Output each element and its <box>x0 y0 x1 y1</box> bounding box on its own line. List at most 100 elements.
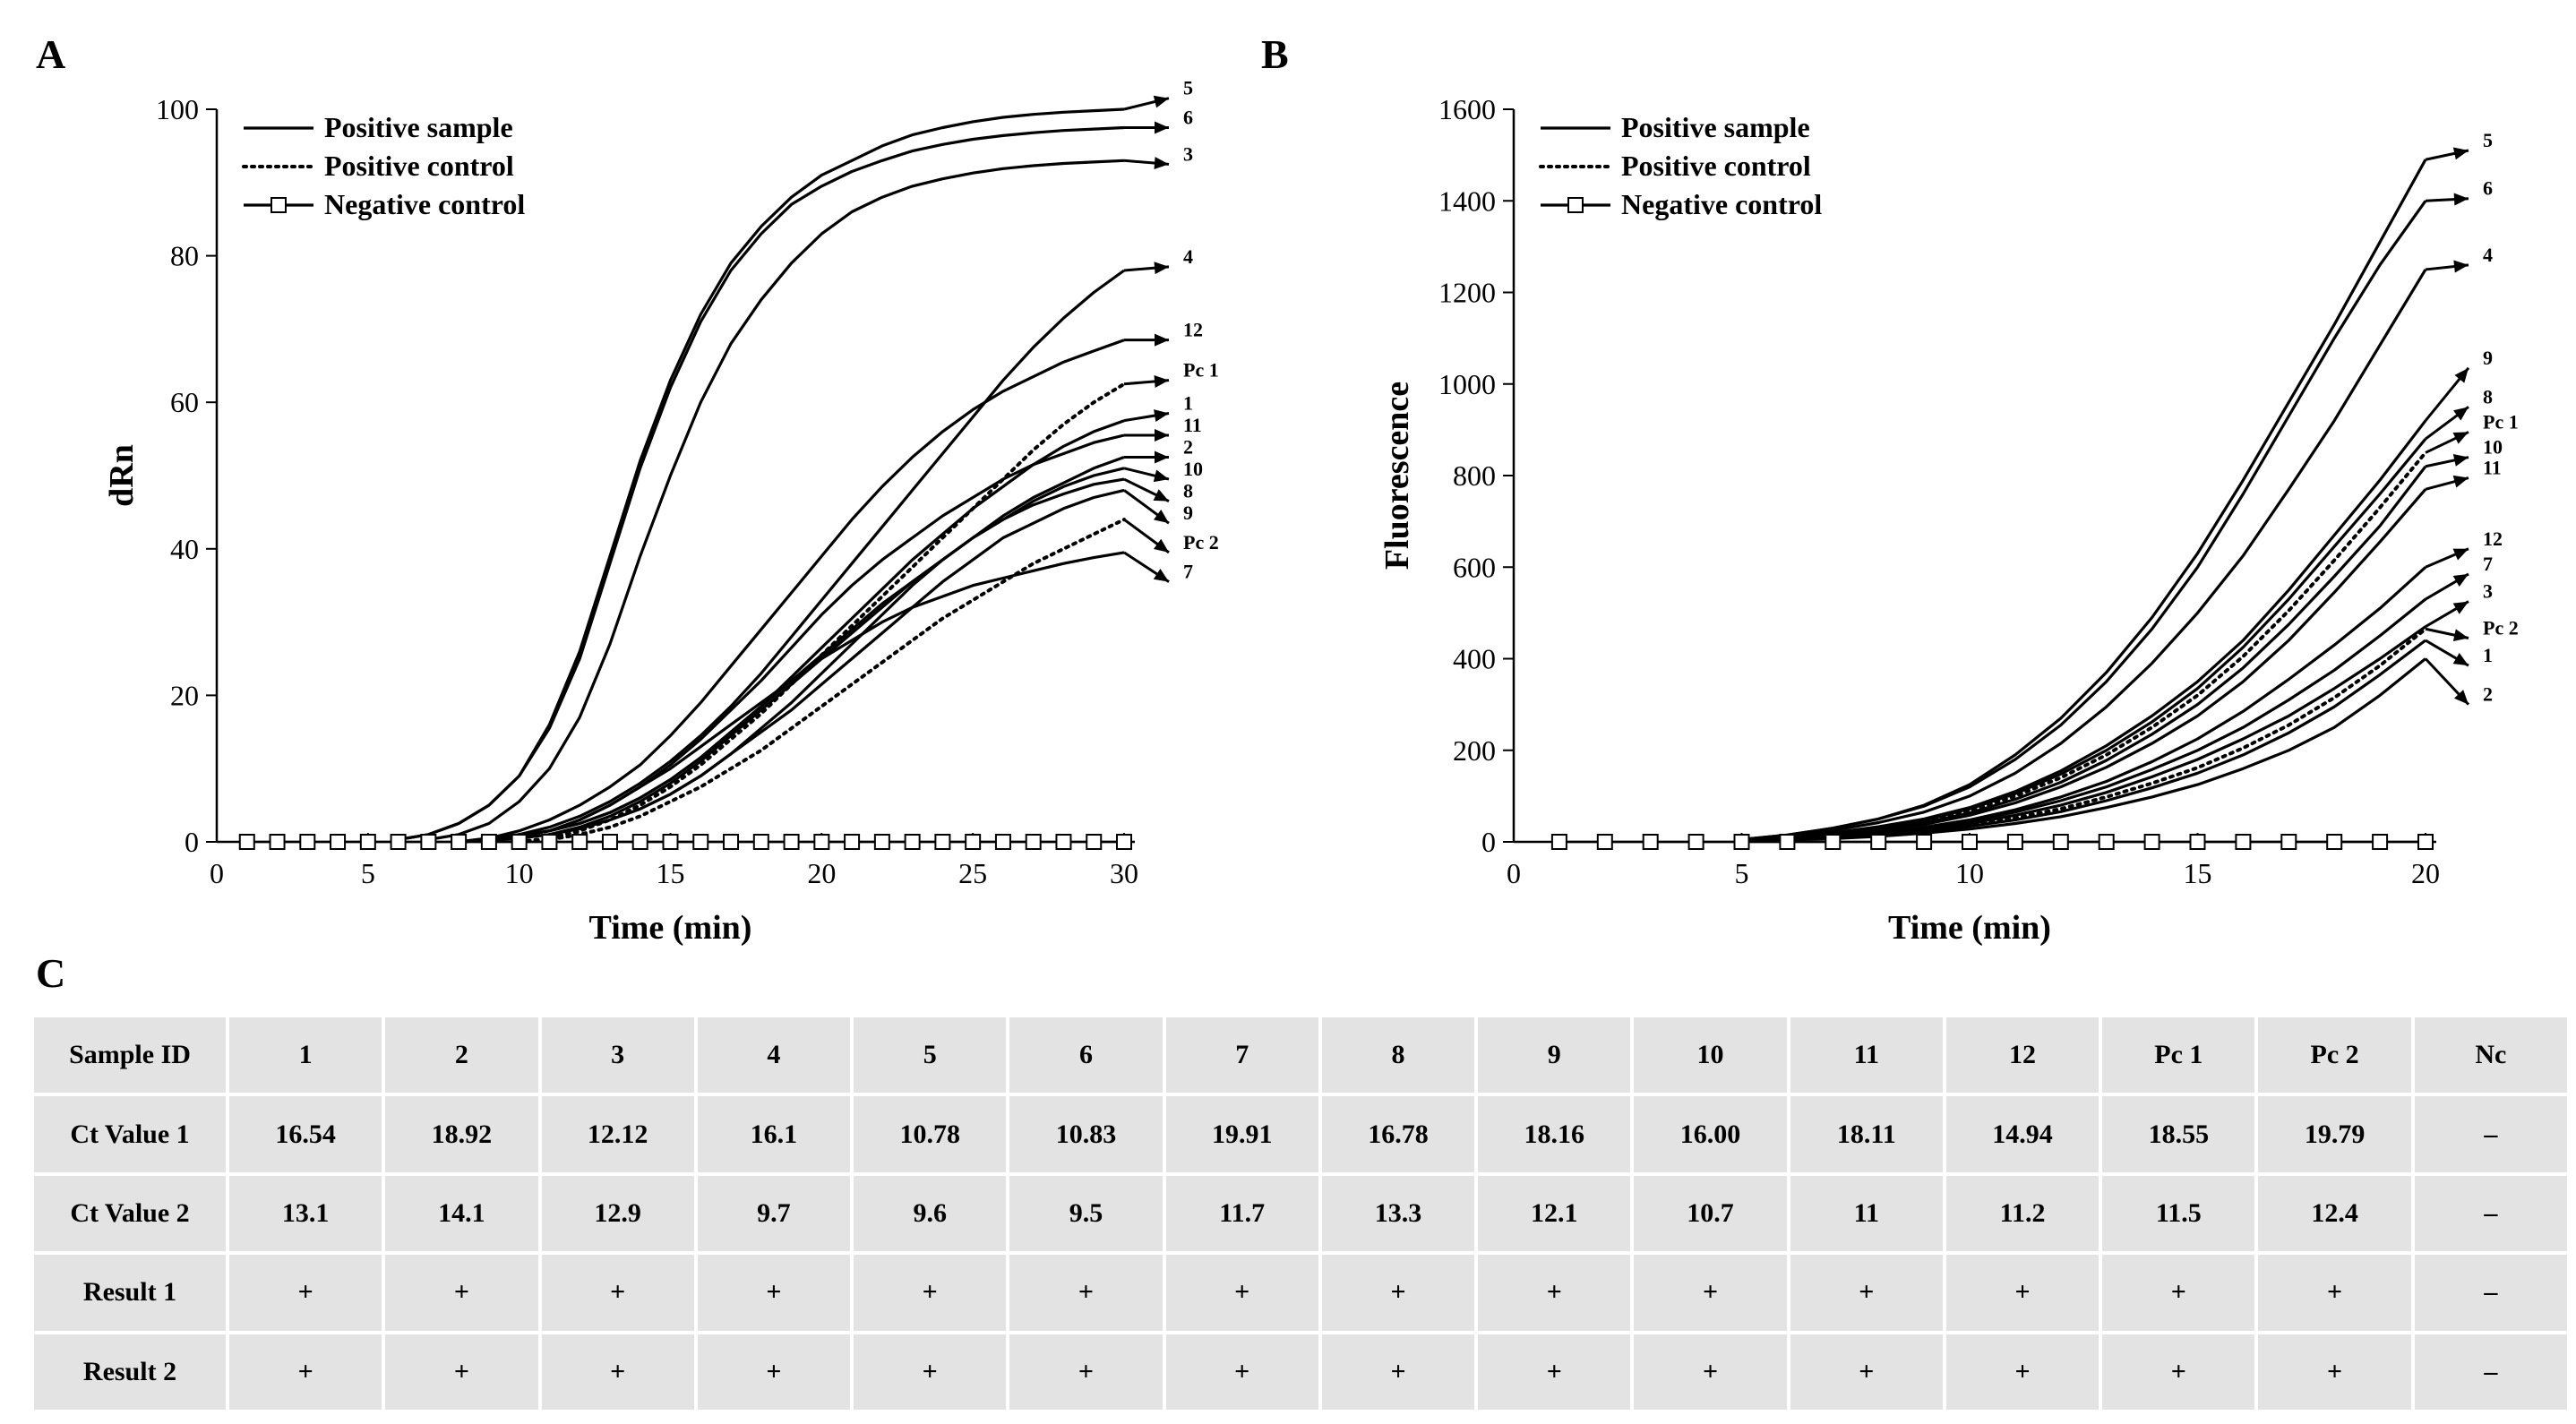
chart-b-label-5-arrow-head <box>2452 147 2469 160</box>
chart-a-label-pc-1-arrow-head <box>1154 374 1169 388</box>
table-cell: 16.00 <box>1634 1096 1787 1172</box>
chart-a-label-3: 3 <box>1183 142 1193 165</box>
chart-b-x-axis-label: Time (min) <box>1888 909 2051 947</box>
chart-a-label-2-arrow-head <box>1155 450 1169 464</box>
table-cell: + <box>697 1255 851 1331</box>
table-row: Ct Value 2 13.1 14.1 12.9 9.7 9.6 9.5 11.7 13.3 1… <box>34 1175 2567 1252</box>
table-cell: – <box>2414 1334 2567 1410</box>
table-cell: 11 <box>1790 1175 1943 1252</box>
table-cell: + <box>1945 1255 2099 1331</box>
chart-a-series-pc-2 <box>517 518 1126 844</box>
chart-a-series-nc-marker <box>662 834 679 850</box>
table-cell: + <box>1009 1334 1163 1410</box>
chart-b-label-pc-1: Pc 1 <box>2483 410 2519 433</box>
chart-a-x-axis-label: Time (min) <box>589 909 752 947</box>
table-row-header: Result 2 <box>34 1334 226 1410</box>
table-cell: + <box>2102 1255 2255 1331</box>
chart-a-label-10: 10 <box>1183 458 1203 480</box>
chart-b-label-8: 8 <box>2483 385 2493 407</box>
chart-a-label-5: 5 <box>1183 77 1193 99</box>
chart-a-series-nc-marker <box>390 834 407 850</box>
chart-b-label-7-arrow-head <box>2452 573 2469 588</box>
table-row-header: Ct Value 1 <box>34 1096 226 1172</box>
chart-b-x-tick-label: 0 <box>1507 857 1521 889</box>
chart-a-label-1: 1 <box>1183 391 1193 414</box>
chart-b-label-12: 12 <box>2483 528 2503 550</box>
chart-b-y-tick-label: 400 <box>1453 643 1496 675</box>
chart-b-series-nc-marker <box>2143 834 2160 850</box>
chart-b-series-pc-1 <box>1739 450 2427 843</box>
chart-a-series-nc-marker <box>511 834 528 850</box>
table-cell: 6 <box>1009 1017 1163 1094</box>
chart-a-series-nc-marker <box>965 834 982 850</box>
chart-a-x-tick-label: 25 <box>958 857 987 889</box>
table-cell: + <box>541 1334 694 1410</box>
table-cell: 19.79 <box>2258 1096 2411 1172</box>
table-cell: 18.11 <box>1790 1096 1943 1172</box>
table-cell: 1 <box>229 1017 382 1094</box>
chart-b-y-tick-label: 1000 <box>1438 368 1496 400</box>
chart-a-series-7 <box>458 551 1125 844</box>
chart-a-series-nc-marker <box>1086 834 1103 850</box>
chart-b-y-tick-label: 1200 <box>1438 277 1496 309</box>
chart-a-label-12: 12 <box>1183 319 1203 341</box>
table-cell: – <box>2414 1096 2567 1172</box>
chart-a-series-nc-marker <box>238 834 255 850</box>
chart-b-series-nc-marker <box>2235 834 2252 850</box>
chart-a-series-nc-marker <box>934 834 951 850</box>
chart-b-series-nc-marker <box>1870 834 1887 850</box>
chart-a-label-11: 11 <box>1183 414 1202 436</box>
chart-a-series-nc-marker <box>480 834 497 850</box>
table-cell: + <box>1165 1255 1318 1331</box>
panel-b-letter: B <box>1261 31 1289 77</box>
table-row-header: Result 1 <box>34 1255 226 1331</box>
chart-b-label-10: 10 <box>2483 436 2503 459</box>
table-cell: 10.78 <box>854 1096 1007 1172</box>
chart-b-label-2-arrow-head <box>2453 690 2469 705</box>
table-cell: 4 <box>697 1017 851 1094</box>
table-cell: + <box>1790 1334 1943 1410</box>
chart-a-y-tick-label: 80 <box>170 240 199 272</box>
chart-a-y-tick-label: 0 <box>185 826 199 858</box>
chart-a-label-4: 4 <box>1183 245 1193 268</box>
table-cell: + <box>1321 1255 1475 1331</box>
chart-b-legend: Positive sample Positive control Negative … <box>1539 111 1822 220</box>
chart-a-x-tick-label: 15 <box>657 857 685 889</box>
chart-b-series-nc-marker <box>1596 834 1613 850</box>
chart-a-series-9 <box>459 488 1125 844</box>
table-cell: 7 <box>1165 1017 1318 1094</box>
chart-b-label-3: 3 <box>2483 580 2493 603</box>
table-cell: + <box>1321 1334 1475 1410</box>
table-cell: Nc <box>2414 1017 2567 1094</box>
table-row: Result 2 + + + + + + + + + + + + + + – <box>34 1334 2567 1410</box>
chart-b-label-9-arrow-head <box>2454 367 2469 383</box>
chart-b-label-pc-2: Pc 2 <box>2483 616 2519 639</box>
table-cell: + <box>541 1255 694 1331</box>
chart-a-series-nc-marker <box>299 834 316 850</box>
chart-a-label-8-arrow-head <box>1153 489 1169 502</box>
chart-a-label-pc-2-arrow-head <box>1153 538 1169 553</box>
chart-b-label-9: 9 <box>2483 347 2493 369</box>
chart-b-y-tick-label: 600 <box>1453 551 1496 583</box>
chart-a-series-nc-marker <box>994 834 1011 850</box>
chart-b-series-5 <box>1741 159 2427 841</box>
table-cell: 19.91 <box>1165 1096 1318 1172</box>
chart-b-label-4: 4 <box>2483 244 2493 266</box>
chart-a-series-nc-marker <box>631 834 648 850</box>
table-cell: + <box>1478 1334 1631 1410</box>
chart-b-label-8-arrow-head <box>2452 407 2469 421</box>
chart-a: 0 5 10 15 20 25 30 0 20 40 60 80 100 Time (min) dRn 5 6 3… <box>103 77 1219 947</box>
chart-a-series-nc-marker <box>571 834 588 850</box>
table-header-row: Sample ID 1 2 3 4 5 6 7 8 9 10 11 12 Pc 1 Pc 2 Nc <box>34 1017 2567 1094</box>
chart-b-series-nc-marker <box>2372 834 2389 850</box>
chart-a-x-tick-label: 20 <box>807 857 836 889</box>
chart-a-label-12-arrow-head <box>1155 333 1169 347</box>
table-cell: 18.92 <box>385 1096 538 1172</box>
chart-a-label-pc-2: Pc 2 <box>1183 531 1219 553</box>
chart-a-series-pc-1 <box>517 382 1126 844</box>
chart-b-legend-label: Positive control <box>1621 150 1811 182</box>
chart-a-series-nc-marker <box>723 834 740 850</box>
chart-b-series-nc-marker <box>1733 834 1750 850</box>
chart-a-label-9: 9 <box>1183 502 1193 524</box>
chart-a-series-nc-marker <box>873 834 890 850</box>
